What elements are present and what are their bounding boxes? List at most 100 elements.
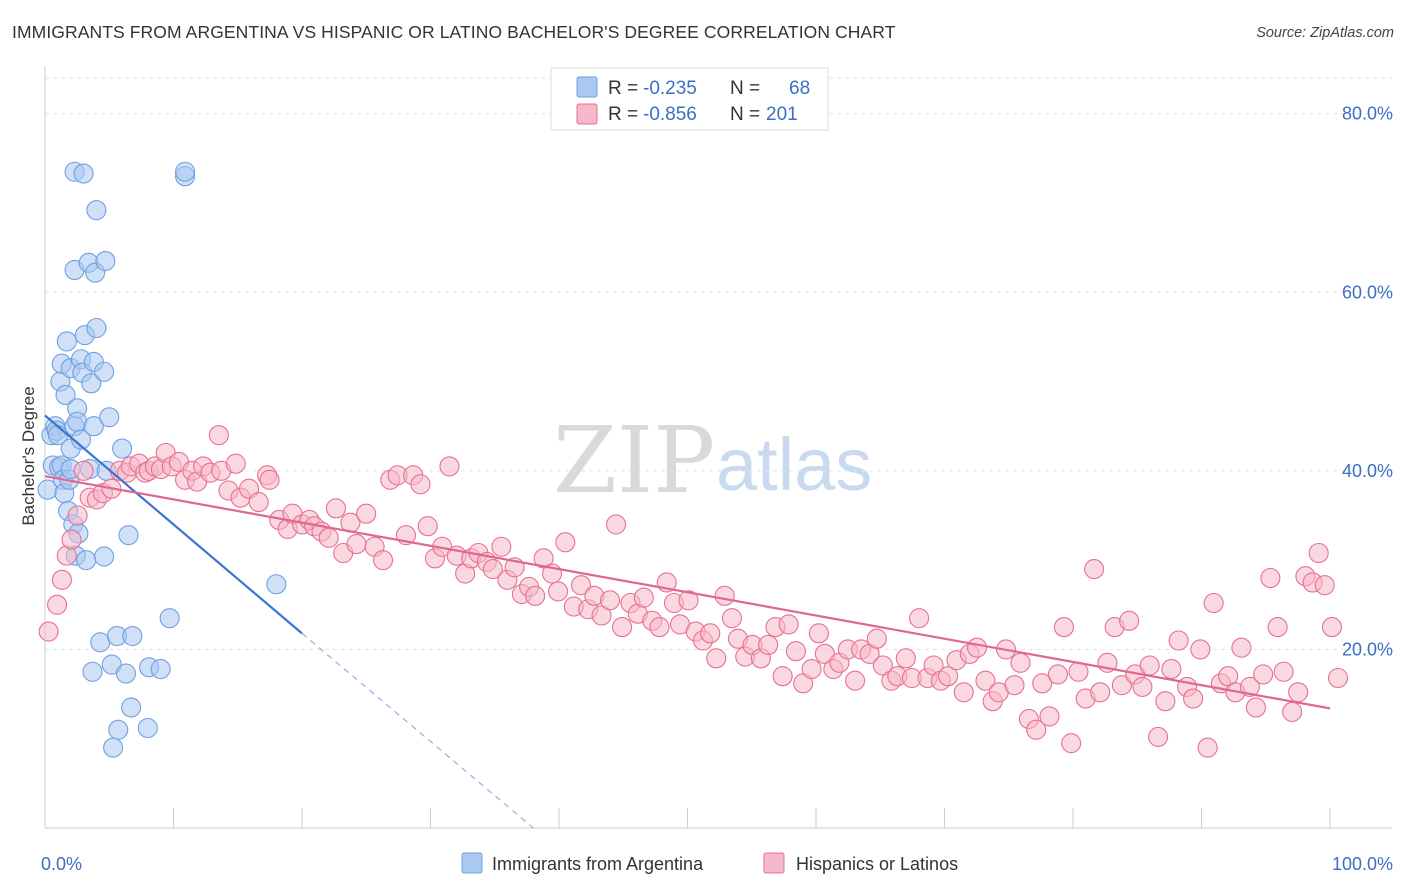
point-argentina xyxy=(67,411,88,432)
point-hispanic xyxy=(259,469,280,490)
tick-labels: 20.0% 40.0% 60.0% 80.0% 0.0% 100.0% xyxy=(41,104,1393,874)
point-hispanic xyxy=(51,569,72,590)
legend-r-label: R = xyxy=(608,104,638,125)
point-hispanic xyxy=(866,628,887,649)
point-hispanic xyxy=(61,529,82,550)
point-hispanic xyxy=(1203,592,1224,614)
point-argentina xyxy=(83,416,104,437)
legend-r-value: -0.235 xyxy=(643,78,697,99)
point-hispanic xyxy=(808,623,829,644)
point-hispanic xyxy=(649,617,670,638)
point-hispanic xyxy=(1288,682,1309,703)
point-hispanic xyxy=(1168,630,1189,651)
point-hispanic xyxy=(778,614,799,635)
point-hispanic xyxy=(772,666,793,687)
point-hispanic xyxy=(1061,733,1082,754)
point-argentina xyxy=(76,550,97,571)
point-hispanic xyxy=(1273,661,1294,682)
stats-legend: R = -0.235 N = 68 R = -0.856 N = 201 xyxy=(550,67,829,131)
point-hispanic xyxy=(491,536,512,557)
point-hispanic xyxy=(758,634,779,656)
point-argentina xyxy=(118,525,139,546)
point-hispanic xyxy=(1139,655,1160,676)
legend-r-label: R = xyxy=(608,78,638,99)
point-argentina xyxy=(115,663,137,684)
point-argentina xyxy=(266,574,287,595)
point-argentina xyxy=(86,317,107,339)
point-hispanic xyxy=(706,648,727,669)
point-hispanic xyxy=(570,575,592,596)
point-hispanic xyxy=(1183,688,1204,709)
point-hispanic xyxy=(591,605,612,626)
point-argentina xyxy=(94,546,115,567)
point-argentina xyxy=(159,608,180,629)
y-tick-label: 20.0% xyxy=(1342,639,1393,659)
point-argentina xyxy=(99,407,120,428)
point-argentina xyxy=(73,163,94,184)
point-hispanic xyxy=(785,641,806,662)
trend-line-hispanic xyxy=(44,475,1331,710)
point-argentina xyxy=(95,250,116,272)
point-hispanic xyxy=(1119,610,1140,631)
point-hispanic xyxy=(1190,639,1211,660)
point-hispanic xyxy=(1004,675,1025,696)
point-hispanic xyxy=(47,594,68,615)
point-hispanic xyxy=(678,590,699,611)
point-hispanic xyxy=(318,527,339,548)
point-argentina xyxy=(94,361,115,382)
y-axis-label: Bachelor's Degree xyxy=(19,386,38,525)
point-hispanic xyxy=(1155,691,1176,712)
watermark-zip: ZIP xyxy=(553,407,715,514)
point-hispanic xyxy=(417,516,438,537)
legend-r-value: -0.856 xyxy=(643,104,697,125)
legend-n-value: 201 xyxy=(766,104,798,125)
legend-n-value: 68 xyxy=(789,78,810,99)
watermark-atlas: atlas xyxy=(716,423,872,506)
point-hispanic xyxy=(1308,542,1329,564)
point-hispanic xyxy=(714,585,735,606)
trend-line-argentina xyxy=(44,414,303,635)
y-tick-label: 40.0% xyxy=(1342,461,1393,481)
gridlines xyxy=(45,77,1392,650)
point-hispanic xyxy=(1327,667,1349,689)
point-hispanic xyxy=(533,548,554,569)
point-hispanic xyxy=(975,670,996,691)
point-hispanic xyxy=(555,532,576,553)
point-hispanic xyxy=(346,534,367,555)
point-hispanic xyxy=(953,682,974,703)
point-hispanic xyxy=(38,621,59,642)
point-argentina xyxy=(121,697,142,718)
point-hispanic xyxy=(1148,726,1169,747)
legend-n-label: N = xyxy=(730,104,760,125)
legend-swatch-argentina xyxy=(576,76,598,98)
point-hispanic xyxy=(548,581,569,602)
y-tick-label: 60.0% xyxy=(1342,282,1393,302)
point-hispanic xyxy=(1239,676,1260,697)
point-hispanic xyxy=(845,670,866,691)
point-hispanic xyxy=(1267,617,1288,638)
point-hispanic xyxy=(325,498,347,519)
point-argentina xyxy=(56,331,77,352)
point-hispanic xyxy=(966,637,988,658)
point-hispanic xyxy=(1282,701,1303,722)
point-hispanic xyxy=(482,559,503,580)
point-hispanic xyxy=(248,492,269,513)
point-hispanic xyxy=(1010,652,1031,673)
point-hispanic xyxy=(1253,664,1274,685)
bottom-legend-label-hispanic: Hispanics or Latinos xyxy=(796,854,958,874)
point-argentina xyxy=(55,384,76,406)
point-argentina xyxy=(137,717,158,739)
y-tick-label: 80.0% xyxy=(1342,104,1393,124)
point-hispanic xyxy=(700,623,721,644)
data-points xyxy=(37,161,1349,758)
point-hispanic xyxy=(1047,664,1068,685)
point-hispanic xyxy=(1231,637,1252,658)
point-hispanic xyxy=(1111,675,1132,696)
point-hispanic xyxy=(633,587,654,608)
point-hispanic xyxy=(1245,697,1266,718)
point-argentina xyxy=(82,661,103,682)
point-hispanic xyxy=(1026,719,1047,740)
point-hispanic xyxy=(1039,706,1060,727)
point-argentina xyxy=(81,373,102,394)
